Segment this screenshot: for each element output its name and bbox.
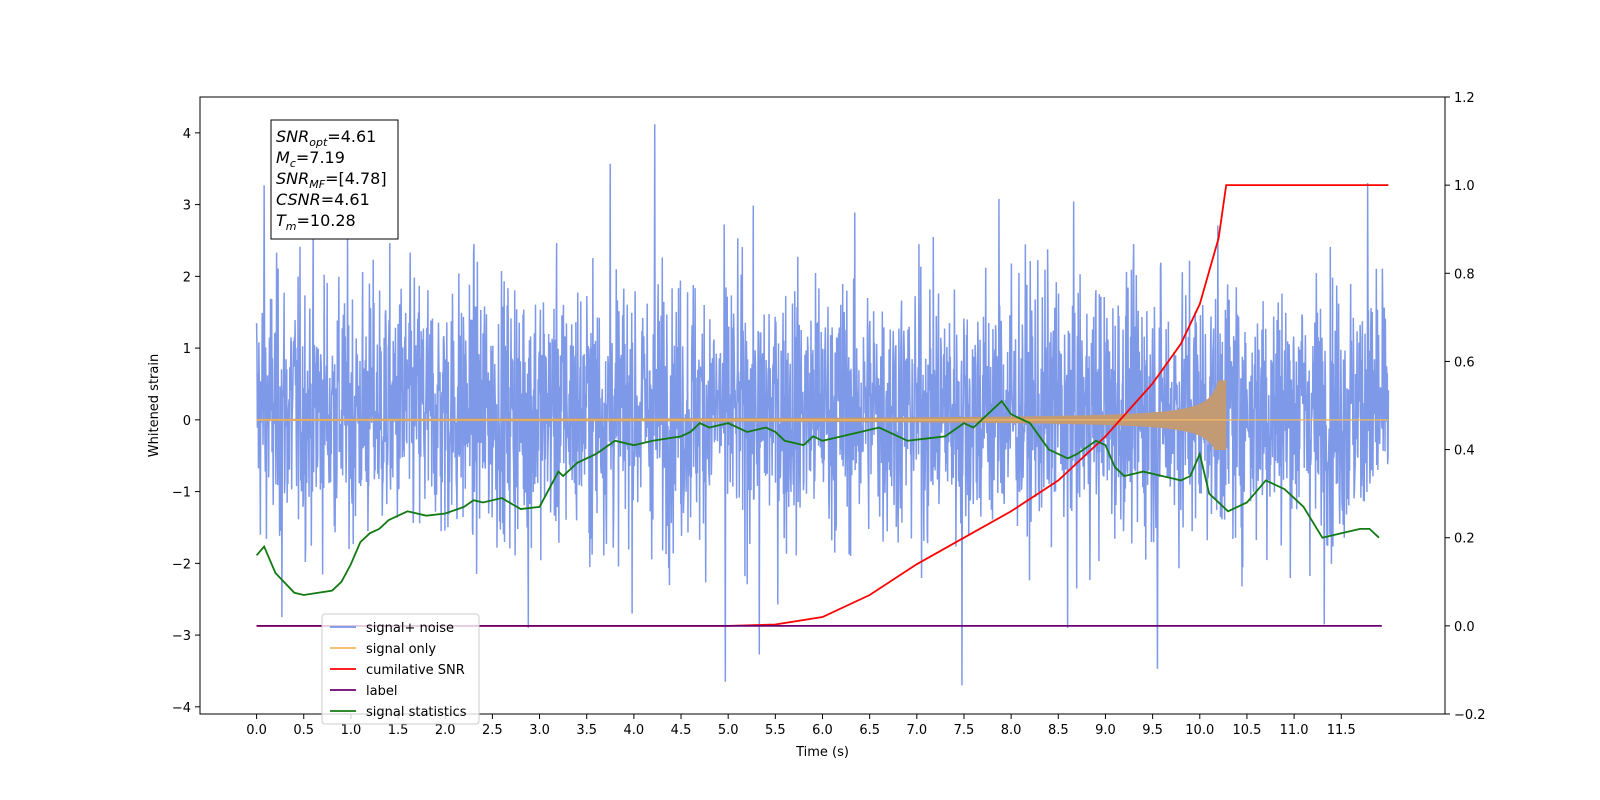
info-line: CSNR=4.61 <box>276 190 370 209</box>
x-tick-label: 1.0 <box>341 723 362 738</box>
y-tick-label: 4 <box>183 127 191 142</box>
x-tick-label: 9.5 <box>1142 723 1163 738</box>
legend-frame <box>321 613 480 725</box>
x-tick-label: 6.0 <box>812 723 833 738</box>
x-tick-label: 4.0 <box>624 723 645 738</box>
y-tick-label: 3 <box>183 199 191 214</box>
legend-label: cumilative SNR <box>366 663 465 678</box>
cumilative-snr-line <box>256 184 1389 627</box>
ticks-layer: 0.0 0.5 1.0 1.5 2.0 2.5 3.0 3.5 4.0 4.5 5.0 5.5 6.0 6… <box>172 91 1486 738</box>
legend-label: signal+ noise <box>366 621 454 636</box>
y-right-tick-label: 0.2 <box>1454 532 1475 547</box>
info-line: SNRMF=[4.78] <box>276 169 387 191</box>
info-line: SNRopt=4.61 <box>276 127 376 149</box>
legend: signal+ noise signal only cumilative SNR la… <box>321 613 480 725</box>
plot-data-layer <box>255 124 1390 686</box>
plot-area <box>255 124 1390 686</box>
x-tick-label: 2.0 <box>435 723 456 738</box>
x-tick-label: 6.5 <box>859 723 880 738</box>
x-axis-label: Time (s) <box>795 745 849 760</box>
x-tick-label: 0.0 <box>246 723 267 738</box>
y-right-tick-label: 1.2 <box>1454 91 1475 106</box>
x-tick-label: 11.0 <box>1280 723 1309 738</box>
info-line: Tm=10.28 <box>276 211 356 233</box>
y-right-tick-label: 0.0 <box>1454 620 1475 635</box>
y-axis-label: Whitened strain <box>147 354 162 457</box>
x-tick-label: 3.0 <box>529 723 550 738</box>
y-tick-label: −4 <box>172 701 191 716</box>
info-box-frame <box>270 119 399 240</box>
y-tick-label: −1 <box>172 486 191 501</box>
y-tick-label: 2 <box>183 270 191 285</box>
x-tick-label: 7.0 <box>906 723 927 738</box>
y-tick-label: −2 <box>172 557 191 572</box>
x-tick-label: 5.5 <box>765 723 786 738</box>
legend-label: signal statistics <box>366 705 467 720</box>
x-tick-label: 8.0 <box>1001 723 1022 738</box>
x-tick-label: 11.5 <box>1327 723 1356 738</box>
x-tick-label: 10.0 <box>1185 723 1214 738</box>
x-tick-label: 2.5 <box>482 723 503 738</box>
x-tick-label: 3.5 <box>576 723 597 738</box>
signal-statistics-line <box>255 399 1380 596</box>
y-right-tick-label: 0.6 <box>1454 355 1475 370</box>
x-tick-label: 0.5 <box>293 723 314 738</box>
y-right-tick-label: 0.8 <box>1454 267 1475 282</box>
info-line: Mc=7.19 <box>276 148 345 170</box>
y-right-tick-label: −0.2 <box>1454 708 1486 723</box>
signal-plus-noise-line <box>255 124 1390 686</box>
y-tick-label: 1 <box>183 342 191 357</box>
x-tick-label: 7.5 <box>954 723 975 738</box>
x-tick-label: 5.0 <box>718 723 739 738</box>
y-right-tick-label: 0.4 <box>1454 444 1475 459</box>
legend-label: label <box>366 684 397 699</box>
x-tick-label: 1.5 <box>388 723 409 738</box>
y-tick-label: 0 <box>183 414 191 429</box>
y-tick-label: −3 <box>172 629 191 644</box>
legend-label: signal only <box>366 642 436 657</box>
x-tick-label: 8.5 <box>1048 723 1069 738</box>
x-tick-label: 4.5 <box>671 723 692 738</box>
x-tick-label: 10.5 <box>1232 723 1261 738</box>
y-right-tick-label: 1.0 <box>1454 179 1475 194</box>
x-tick-label: 9.0 <box>1095 723 1116 738</box>
